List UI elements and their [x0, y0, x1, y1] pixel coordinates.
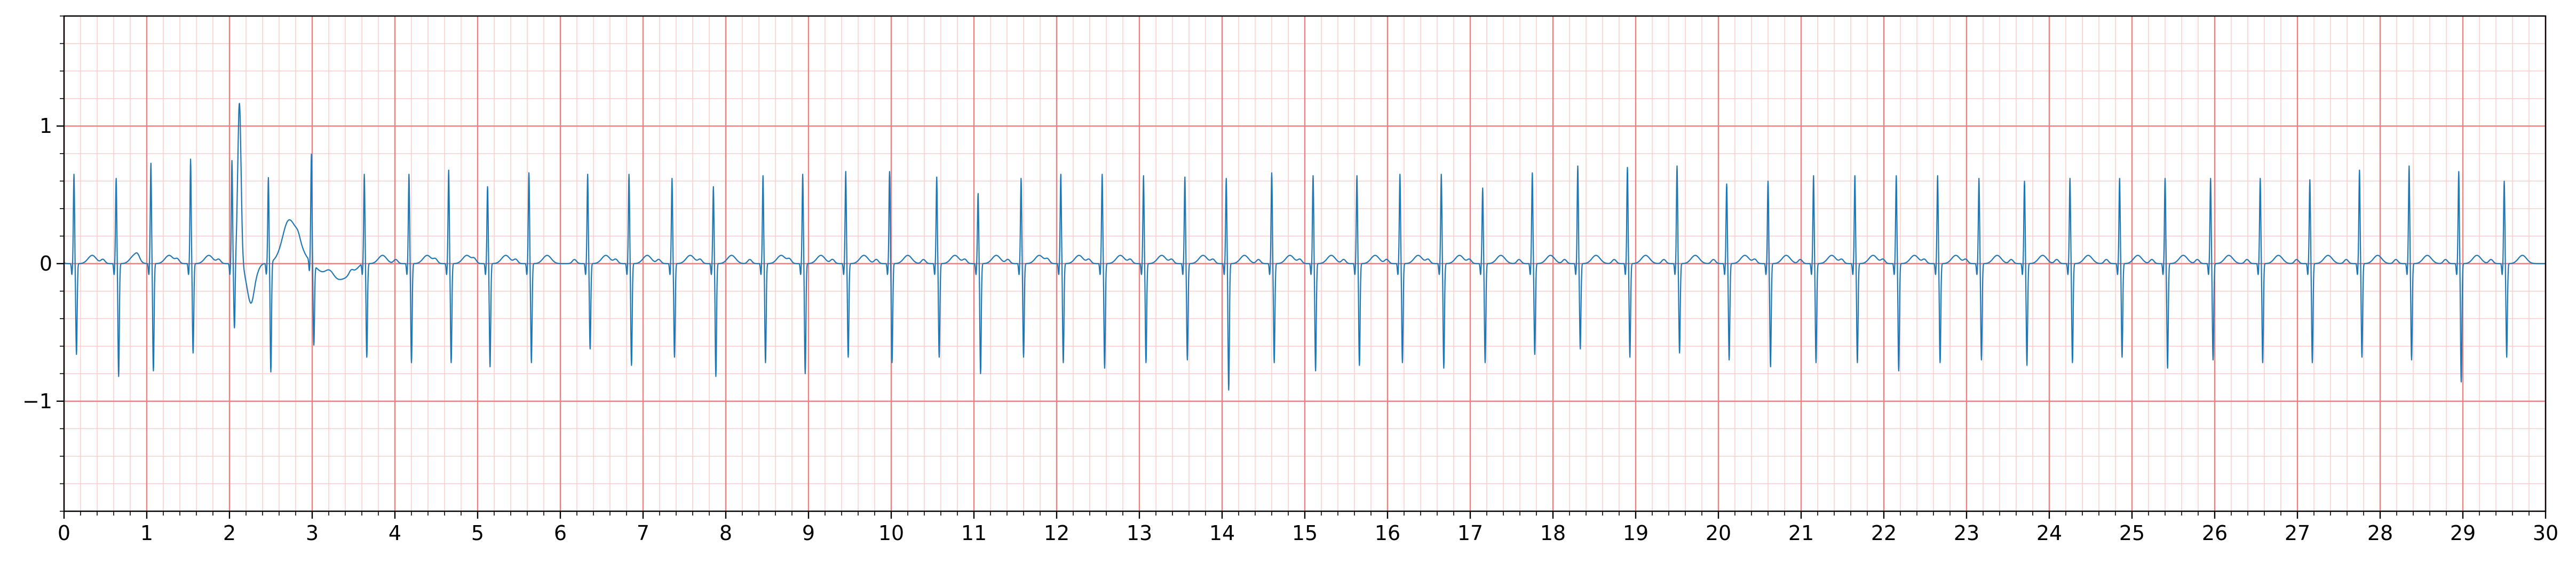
x-tick-label: 7 — [637, 521, 649, 545]
x-axis-ticks: 0 1 2 3 4 5 6 7 8 9 10 11 12 13 14 15 16 17 18 19 20 21 22 23 24… — [58, 511, 2558, 545]
x-tick-label: 30 — [2533, 521, 2558, 545]
x-tick-label: 22 — [1871, 521, 1897, 545]
trace-layer — [64, 102, 2546, 391]
x-tick-label: 15 — [1292, 521, 1318, 545]
x-tick-label: 19 — [1623, 521, 1648, 545]
x-tick-label: 24 — [2036, 521, 2062, 545]
x-tick-label: 29 — [2450, 521, 2476, 545]
x-tick-label: 27 — [2285, 521, 2310, 545]
x-tick-label: 4 — [389, 521, 401, 545]
x-tick-label: 17 — [1457, 521, 1483, 545]
x-tick-label: 16 — [1375, 521, 1400, 545]
x-tick-label: 9 — [802, 521, 815, 545]
x-tick-label: 5 — [471, 521, 484, 545]
x-tick-label: 28 — [2367, 521, 2393, 545]
ecg-trace-line — [64, 102, 2546, 391]
x-tick-label: 12 — [1044, 521, 1069, 545]
y-tick-label: 1 — [39, 114, 52, 138]
x-tick-label: 11 — [961, 521, 987, 545]
x-tick-label: 25 — [2119, 521, 2145, 545]
y-tick-label: 0 — [39, 252, 52, 275]
y-axis-ticks: −1 0 1 — [22, 15, 64, 512]
x-tick-label: 26 — [2202, 521, 2228, 545]
x-tick-label: 13 — [1127, 521, 1152, 545]
x-tick-label: 8 — [719, 521, 732, 545]
x-tick-label: 2 — [223, 521, 236, 545]
x-tick-label: 1 — [140, 521, 153, 545]
x-tick-label: 3 — [306, 521, 319, 545]
x-tick-label: 20 — [1706, 521, 1731, 545]
x-tick-label: 10 — [878, 521, 904, 545]
x-tick-label: 23 — [1954, 521, 1979, 545]
y-tick-label: −1 — [22, 390, 52, 413]
x-tick-label: 18 — [1540, 521, 1566, 545]
x-tick-label: 6 — [554, 521, 567, 545]
x-tick-label: 0 — [58, 521, 70, 545]
x-tick-label: 14 — [1209, 521, 1235, 545]
x-tick-label: 21 — [1788, 521, 1814, 545]
